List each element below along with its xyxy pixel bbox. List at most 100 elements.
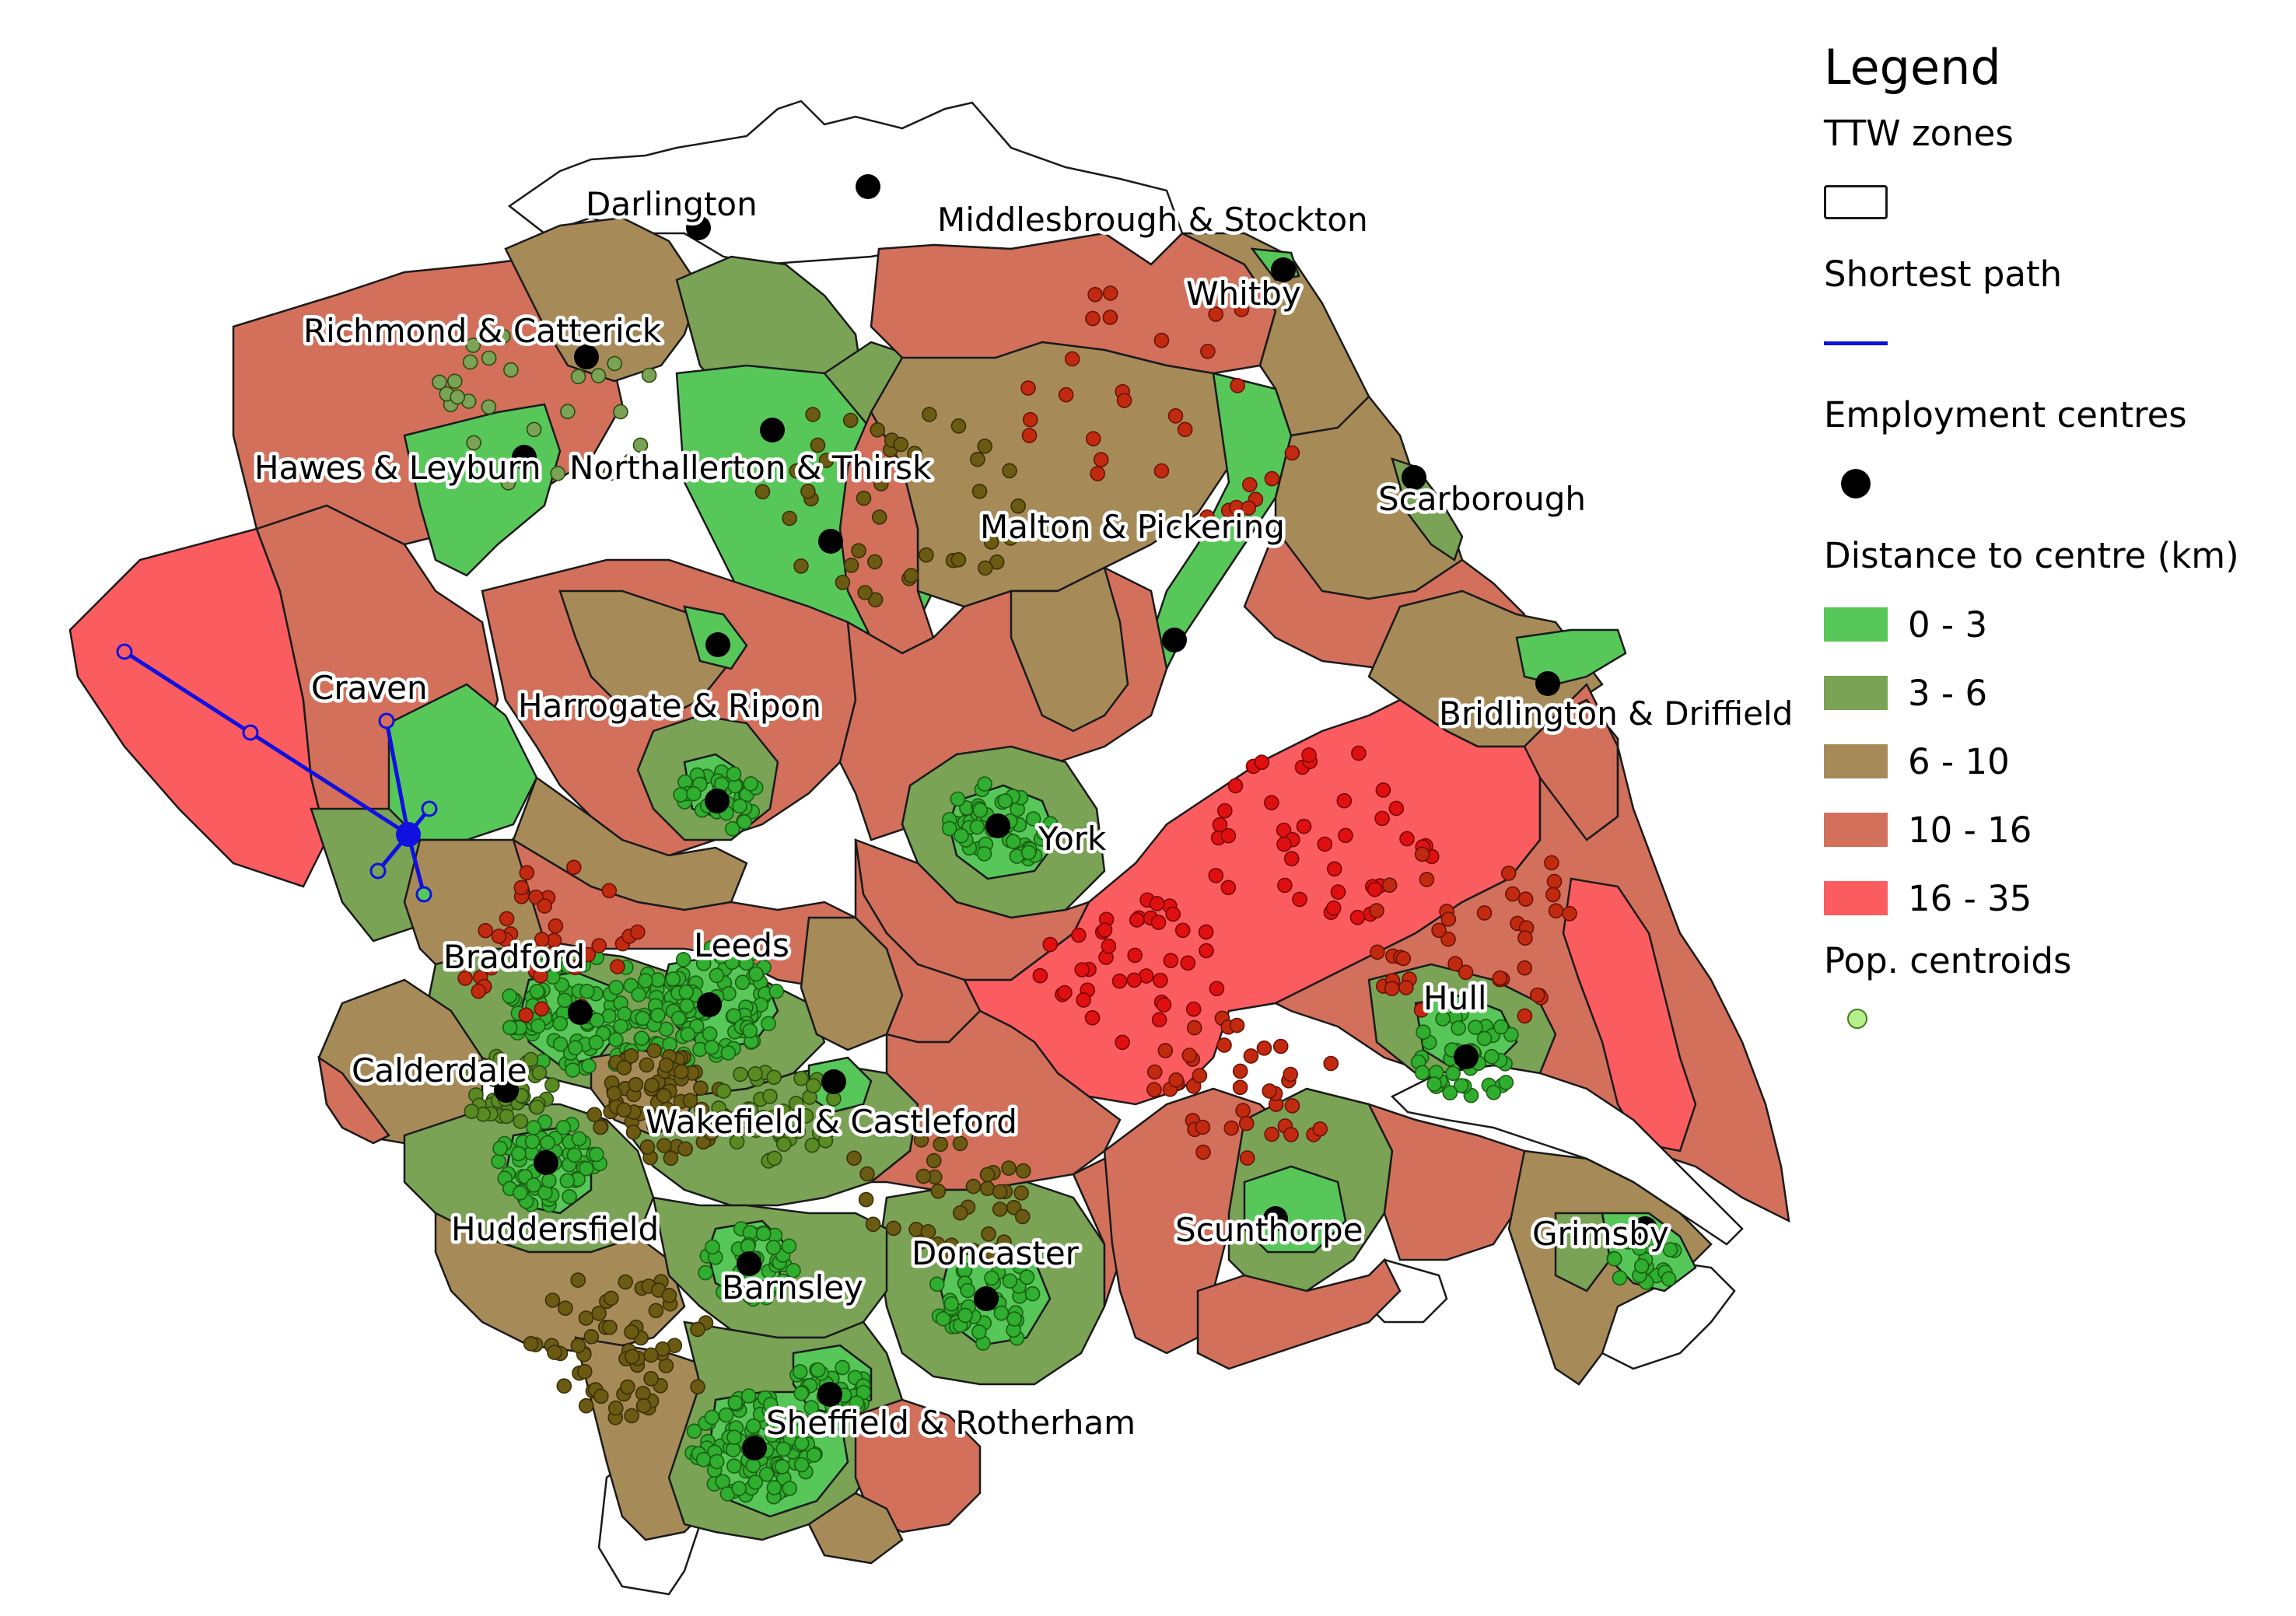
pop-centroid bbox=[650, 1108, 667, 1125]
pop-centroid bbox=[1071, 927, 1087, 943]
pop-centroid bbox=[1544, 855, 1559, 871]
pop-centroid bbox=[613, 404, 628, 420]
pop-centroid bbox=[903, 568, 919, 584]
path-node bbox=[421, 800, 438, 817]
legend-title: Legend bbox=[1824, 39, 2001, 96]
pop-centroid bbox=[616, 1060, 632, 1076]
pop-centroid bbox=[865, 1216, 881, 1233]
pop-centroid bbox=[608, 980, 625, 995]
pop-centroid bbox=[1426, 1076, 1442, 1092]
pop-centroid bbox=[1223, 1120, 1239, 1136]
pop-centroid bbox=[1229, 1017, 1245, 1034]
pop-centroid bbox=[513, 880, 530, 896]
pop-centroid bbox=[1621, 1234, 1636, 1250]
pop-centroid bbox=[930, 1183, 947, 1199]
pop-centroid bbox=[1013, 1185, 1029, 1201]
pop-centroid bbox=[704, 1040, 719, 1055]
pop-centroid bbox=[674, 1064, 689, 1079]
pop-centroid bbox=[992, 1202, 1008, 1217]
pop-centroid bbox=[1153, 332, 1170, 348]
pop-centroid bbox=[450, 389, 466, 405]
centre-grimsby bbox=[1633, 1216, 1657, 1241]
pop-centroid bbox=[871, 509, 887, 525]
label-york: York bbox=[1038, 820, 1107, 858]
label-bradford: Bradford bbox=[443, 938, 585, 976]
pop-centroid bbox=[977, 776, 992, 792]
pop-centroid bbox=[675, 952, 691, 967]
pop-centroid bbox=[913, 1132, 929, 1148]
pop-centroid bbox=[1234, 302, 1250, 317]
pop-centroid bbox=[742, 1288, 758, 1304]
pop-centroid bbox=[555, 1120, 572, 1135]
pop-centroid bbox=[1058, 387, 1074, 403]
centre-huddersfield bbox=[534, 1150, 558, 1175]
pop-centroid bbox=[1381, 877, 1398, 893]
label-darlington: Darlington bbox=[586, 185, 758, 223]
pop-centroid bbox=[978, 560, 993, 576]
pop-centroid bbox=[1375, 782, 1391, 798]
pop-centroid bbox=[950, 551, 967, 568]
pop-centroid bbox=[1087, 286, 1103, 303]
legend-ttw-swatch-row bbox=[1824, 168, 2291, 236]
pop-centroid bbox=[793, 1070, 809, 1086]
label-scunthorpe: Scunthorpe bbox=[1175, 1211, 1363, 1249]
pop-centroid bbox=[526, 1120, 541, 1135]
pop-centroid bbox=[540, 1135, 555, 1151]
pop-centroid bbox=[996, 1234, 1012, 1250]
pop-centroid bbox=[832, 1415, 848, 1431]
pop-centroid bbox=[686, 785, 702, 802]
zone-calderdale-red bbox=[317, 1055, 390, 1145]
pop-centroid bbox=[727, 1395, 744, 1411]
legend-class-swatch bbox=[1824, 881, 1888, 915]
pop-centroid bbox=[805, 407, 821, 422]
pop-centroid bbox=[650, 1007, 666, 1023]
pop-centroid bbox=[703, 940, 719, 956]
pop-centroid bbox=[761, 1016, 776, 1032]
pop-centroid bbox=[552, 1036, 569, 1052]
pop-centroid bbox=[1414, 1065, 1430, 1081]
label-leeds: Leeds bbox=[694, 926, 789, 964]
pop-centroid bbox=[1388, 800, 1405, 817]
pop-centroid bbox=[1168, 1072, 1184, 1088]
pop-centroid bbox=[606, 1086, 622, 1101]
pop-centroid bbox=[817, 1133, 834, 1149]
pop-centroid bbox=[997, 793, 1013, 809]
pop-centroid bbox=[466, 435, 481, 451]
pop-centroid bbox=[1102, 285, 1118, 301]
label-northallerton: Northallerton & Thirsk bbox=[569, 449, 932, 487]
pop-centroid bbox=[665, 971, 681, 987]
centre-thirsk bbox=[818, 529, 843, 554]
pop-centroid bbox=[533, 968, 548, 984]
pop-centroid bbox=[648, 1303, 664, 1319]
pop-centroid bbox=[491, 929, 507, 944]
pop-centroid bbox=[624, 1324, 639, 1340]
pop-centroid bbox=[661, 1288, 677, 1303]
pop-centroid bbox=[1208, 868, 1224, 883]
pop-centroid bbox=[1301, 747, 1317, 763]
pop-centroid bbox=[1151, 1012, 1167, 1028]
pop-centroid bbox=[969, 819, 985, 835]
legend-distance-classes: 0 - 3 3 - 6 6 - 10 10 - 16 16 - 35 bbox=[1824, 590, 2291, 932]
pop-centroid bbox=[552, 1016, 569, 1032]
pop-centroid bbox=[1212, 817, 1228, 833]
employment-centre-dot-icon bbox=[1841, 469, 1871, 498]
pop-centroid bbox=[1230, 377, 1245, 394]
pop-centroid bbox=[857, 585, 873, 600]
pop-centroid bbox=[747, 1066, 763, 1082]
pop-centroid bbox=[731, 1481, 747, 1496]
place-labels: Darlington Middlesbrough & Stockton Whit… bbox=[251, 182, 1797, 1446]
pop-centroid bbox=[698, 1264, 713, 1281]
pop-centroid bbox=[499, 1108, 515, 1125]
pop-centroid bbox=[1115, 1034, 1130, 1051]
zone-york-brown bbox=[1010, 566, 1129, 733]
pop-centroid bbox=[835, 1359, 850, 1376]
pop-centroid bbox=[623, 1048, 639, 1064]
pop-centroid bbox=[1157, 1043, 1174, 1058]
pop-centroid bbox=[933, 1136, 948, 1153]
pop-centroid bbox=[1419, 872, 1435, 887]
pop-centroid bbox=[510, 1146, 527, 1162]
pop-centroid bbox=[846, 1150, 862, 1167]
pop-centroid bbox=[804, 1137, 821, 1153]
pop-centroid bbox=[1284, 1098, 1300, 1114]
label-hawes: Hawes & Leyburn bbox=[254, 449, 541, 487]
